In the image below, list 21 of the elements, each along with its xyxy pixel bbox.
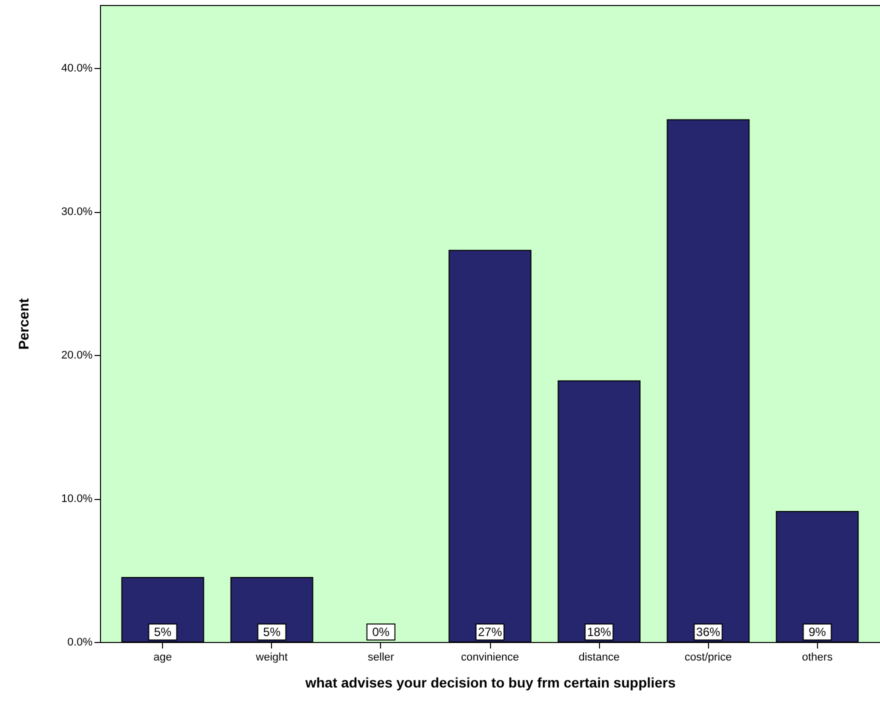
x-tick-label: age (154, 652, 172, 664)
y-tick-label: 20.0% (61, 350, 93, 362)
y-tick-label: 0.0% (67, 636, 93, 648)
data-label: 18% (587, 625, 612, 639)
data-label: 9% (808, 625, 826, 639)
y-tick-label: 40.0% (61, 62, 93, 75)
data-label: 5% (154, 625, 172, 639)
x-tick-label: cost/price (684, 652, 732, 664)
data-label: 0% (372, 625, 390, 639)
y-tick-label: 10.0% (61, 493, 93, 506)
x-tick-label: distance (578, 652, 620, 664)
x-tick-label: seller (368, 652, 394, 664)
data-label: 36% (696, 625, 721, 639)
x-axis-title: what advises your decision to buy frm certain suppliers (304, 674, 676, 690)
data-label: 27% (478, 625, 502, 639)
x-tick-label: weight (254, 652, 288, 664)
x-tick-label: convinience (460, 652, 520, 664)
data-label: 5% (263, 625, 281, 639)
y-tick-label: 30.0% (61, 206, 93, 218)
y-axis-title: Percent (15, 298, 32, 350)
x-tick-label: others (802, 652, 834, 664)
